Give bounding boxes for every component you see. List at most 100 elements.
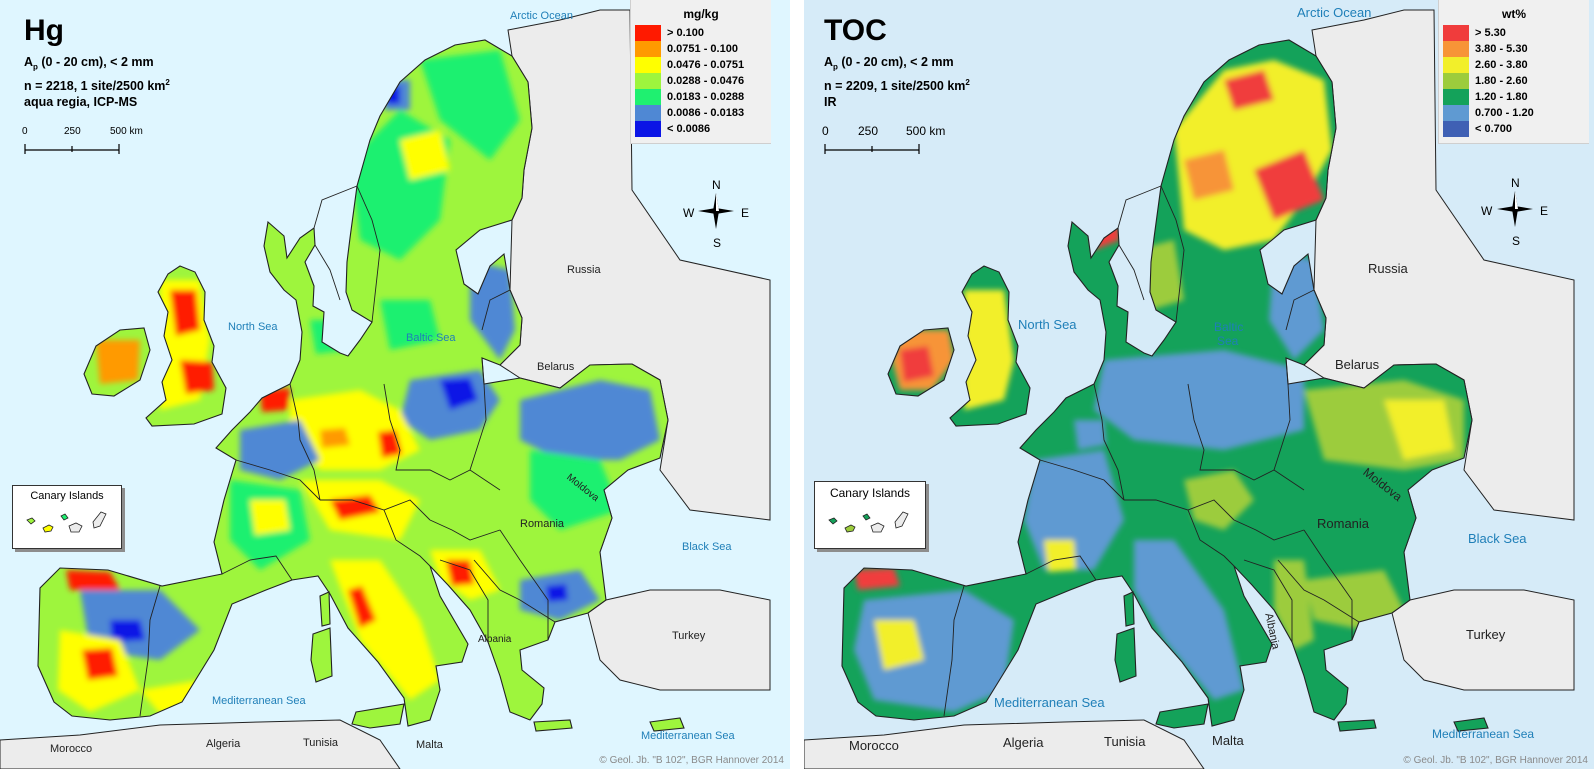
coastline-britain bbox=[949, 265, 1031, 427]
legend-swatch bbox=[1443, 25, 1469, 41]
scale-label-250: 250 bbox=[858, 124, 879, 138]
hg-map-canvas bbox=[0, 9, 771, 769]
label-romania: Romania bbox=[520, 518, 565, 530]
legend-entry: < 0.0086 bbox=[631, 121, 771, 137]
country-border bbox=[1273, 357, 1291, 471]
label-tunisia: Tunisia bbox=[1104, 734, 1146, 749]
scale-bar-line bbox=[24, 144, 120, 154]
label-russia: Russia bbox=[1368, 261, 1408, 276]
concentration-patch bbox=[440, 378, 478, 410]
country-border bbox=[473, 559, 556, 623]
concentration-legend: wt% > 5.30 3.80 - 5.30 2.60 - 3.80 1.80 - 2… bbox=[1438, 0, 1589, 144]
country-border bbox=[314, 244, 341, 301]
coastline-ireland bbox=[887, 327, 955, 397]
concentration-patch bbox=[110, 620, 145, 642]
concentration-patch bbox=[250, 500, 290, 535]
label-black-sea: Black Sea bbox=[1468, 531, 1527, 546]
label-turkey: Turkey bbox=[1466, 627, 1506, 642]
concentration-patch bbox=[1134, 540, 1244, 700]
legend-entry: > 0.100 bbox=[631, 25, 771, 41]
scale-label-500: 500 km bbox=[906, 124, 946, 138]
country-border bbox=[289, 383, 321, 501]
compass-w: W bbox=[683, 206, 695, 220]
label-north-sea: North Sea bbox=[1018, 317, 1077, 332]
compass-e: E bbox=[1540, 204, 1549, 218]
legend-unit: wt% bbox=[1502, 7, 1526, 21]
concentration-patch bbox=[348, 586, 376, 628]
subtitle-line-1: Ap (0 - 20 cm), < 2 mm bbox=[24, 55, 170, 75]
legend-swatch bbox=[1443, 121, 1469, 137]
concentration-patch bbox=[1044, 540, 1076, 572]
concentration-patch bbox=[66, 570, 120, 590]
country-border bbox=[383, 509, 431, 567]
label-baltic-sea-1: Baltic bbox=[1214, 320, 1244, 334]
coastline-corsica bbox=[1123, 591, 1135, 627]
country-borders bbox=[37, 39, 685, 732]
label-mediterranean-sea: Mediterranean Sea bbox=[994, 695, 1105, 710]
coastline-cyprus bbox=[649, 717, 685, 732]
legend-swatch bbox=[635, 57, 661, 73]
map-subtitle: Ap (0 - 20 cm), < 2 mm n = 2218, 1 site/… bbox=[24, 55, 170, 110]
north-arrow-icon bbox=[698, 193, 734, 229]
copyright-note: © Geol. Jb. "B 102", BGR Hannover 2014 bbox=[599, 755, 784, 766]
concentration-patch bbox=[170, 290, 200, 336]
coastline-britain bbox=[145, 265, 227, 427]
legend-swatch bbox=[635, 89, 661, 105]
legend-swatch bbox=[1443, 89, 1469, 105]
country-border bbox=[1117, 185, 1162, 229]
concentration-patch bbox=[520, 380, 660, 460]
concentration-patch bbox=[854, 568, 900, 590]
coastline-mainland bbox=[37, 39, 669, 727]
canary-islands-inset: Canary Islands bbox=[12, 485, 122, 549]
toc-map-canvas bbox=[804, 9, 1575, 769]
coastline-ireland bbox=[83, 327, 151, 397]
coastline-crete bbox=[1337, 719, 1377, 732]
label-malta: Malta bbox=[416, 739, 443, 751]
label-mediterranean-sea-east: Mediterranean Sea bbox=[1432, 727, 1535, 741]
coastline-cyprus bbox=[1453, 717, 1489, 732]
concentration-patch bbox=[1254, 150, 1324, 220]
land-africa bbox=[804, 719, 1205, 769]
canary-islands-shapes bbox=[26, 511, 107, 533]
legend-label: > 5.30 bbox=[1475, 27, 1506, 39]
scale-bar-line bbox=[824, 144, 920, 154]
country-border bbox=[383, 383, 501, 491]
country-border bbox=[429, 519, 501, 541]
concentration-patch bbox=[874, 620, 924, 670]
label-albania: Albania bbox=[478, 634, 512, 645]
label-black-sea: Black Sea bbox=[682, 541, 732, 553]
concentration-patch bbox=[1304, 570, 1404, 630]
country-border bbox=[469, 357, 487, 471]
concentration-patch bbox=[1074, 420, 1106, 450]
concentration-patch bbox=[310, 320, 350, 354]
scale-label-250: 250 bbox=[64, 126, 81, 137]
country-border bbox=[1243, 559, 1293, 642]
legend-label: 1.80 - 2.60 bbox=[1475, 75, 1528, 87]
concentration-patch bbox=[854, 590, 1014, 712]
country-border bbox=[943, 585, 965, 717]
country-border bbox=[1160, 185, 1185, 323]
country-border bbox=[1187, 509, 1235, 567]
country-border bbox=[1303, 529, 1353, 640]
scale-bar: 0 250 500 km bbox=[822, 124, 964, 156]
concentration-patch bbox=[1184, 150, 1234, 200]
coastline-sicily bbox=[1155, 703, 1209, 729]
country-border bbox=[1093, 383, 1125, 501]
country-border bbox=[1233, 519, 1305, 541]
legend-label: > 0.100 bbox=[667, 27, 705, 39]
non-surveyed-land bbox=[0, 9, 771, 769]
label-algeria: Algeria bbox=[206, 738, 241, 750]
country-border bbox=[1118, 244, 1145, 301]
country-border bbox=[1039, 459, 1125, 501]
legend-entry: 0.700 - 1.20 bbox=[1439, 105, 1589, 121]
label-arctic-ocean: Arctic Ocean bbox=[1297, 5, 1372, 20]
subtitle-line-3: aqua regia, ICP-MS bbox=[24, 94, 138, 109]
toc-map-panel: TOC Ap (0 - 20 cm), < 2 mm n = 2209, 1 s… bbox=[804, 0, 1594, 769]
compass-e: E bbox=[741, 206, 750, 220]
country-border bbox=[139, 585, 161, 717]
label-baltic-sea-2: Sea bbox=[1217, 334, 1239, 348]
map-title: TOC bbox=[824, 14, 887, 47]
area-exponent: 2 bbox=[165, 78, 170, 87]
label-turkey: Turkey bbox=[672, 630, 706, 642]
land-africa bbox=[0, 719, 401, 769]
